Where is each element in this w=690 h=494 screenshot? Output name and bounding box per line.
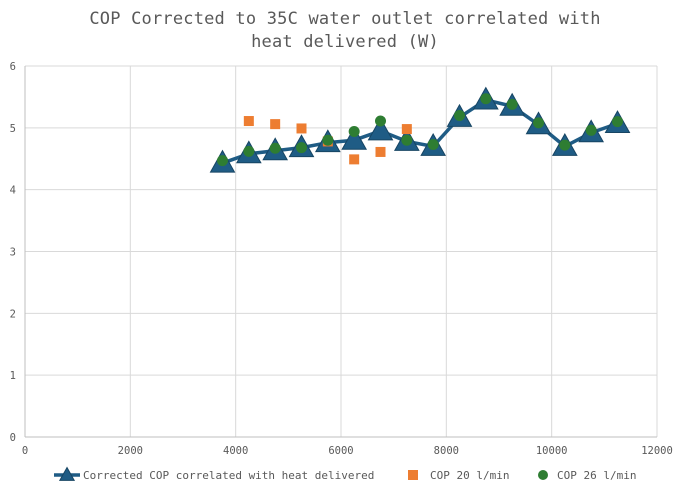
data-point-circle bbox=[401, 134, 413, 146]
x-tick-label: 0 bbox=[22, 445, 28, 457]
y-tick-label: 6 bbox=[10, 61, 16, 73]
data-point-square bbox=[270, 119, 281, 130]
legend-circle-key bbox=[538, 470, 548, 480]
data-point-circle bbox=[217, 155, 228, 167]
legend-label: COP 26 l/min bbox=[557, 469, 636, 482]
legend-label: COP 20 l/min bbox=[430, 469, 509, 482]
series-2 bbox=[217, 93, 623, 167]
x-tick-label: 8000 bbox=[434, 445, 459, 457]
data-point-circle bbox=[506, 98, 518, 110]
data-point-circle bbox=[269, 142, 281, 154]
data-point-circle bbox=[454, 109, 465, 121]
y-tick-label: 5 bbox=[10, 123, 16, 135]
y-tick-label: 1 bbox=[10, 370, 16, 382]
data-point-circle bbox=[427, 139, 439, 151]
data-point-circle bbox=[559, 139, 571, 151]
data-point-circle bbox=[533, 117, 544, 129]
series-line bbox=[221, 98, 619, 165]
x-tick-label: 4000 bbox=[223, 445, 248, 457]
chart-title-line-1: COP Corrected to 35C water outlet correl… bbox=[89, 9, 601, 29]
legend-square-key bbox=[408, 470, 418, 480]
x-tick-label: 6000 bbox=[328, 445, 353, 457]
y-tick-label: 3 bbox=[10, 247, 16, 259]
data-point-circle bbox=[322, 134, 334, 146]
data-point-square bbox=[349, 154, 360, 165]
series-0 bbox=[209, 86, 631, 173]
chart-title: COP Corrected to 35C water outlet correl… bbox=[0, 8, 690, 54]
data-point-square bbox=[296, 123, 307, 134]
y-tick-label: 0 bbox=[10, 432, 16, 444]
data-point-circle bbox=[612, 116, 623, 128]
legend: Corrected COP correlated with heat deliv… bbox=[54, 466, 636, 482]
legend-triangle-key bbox=[58, 466, 76, 481]
data-point-circle bbox=[480, 93, 492, 105]
x-tick-label: 12000 bbox=[641, 445, 673, 457]
legend-label: Corrected COP correlated with heat deliv… bbox=[83, 469, 374, 482]
data-point-triangle bbox=[341, 126, 368, 150]
x-tick-label: 10000 bbox=[536, 445, 568, 457]
data-point-square bbox=[375, 146, 386, 157]
data-point-square bbox=[243, 116, 254, 127]
data-point-square bbox=[401, 124, 412, 135]
data-point-triangle bbox=[367, 117, 394, 141]
data-point-circle bbox=[243, 145, 255, 157]
y-tick-label: 4 bbox=[10, 185, 16, 197]
data-point-circle bbox=[348, 126, 360, 138]
chart-title-line-2: heat delivered (W) bbox=[251, 32, 439, 52]
y-tick-label: 2 bbox=[10, 308, 16, 320]
data-point-circle bbox=[375, 115, 386, 127]
data-point-circle bbox=[585, 124, 597, 136]
data-point-circle bbox=[296, 142, 307, 154]
x-tick-label: 2000 bbox=[118, 445, 143, 457]
